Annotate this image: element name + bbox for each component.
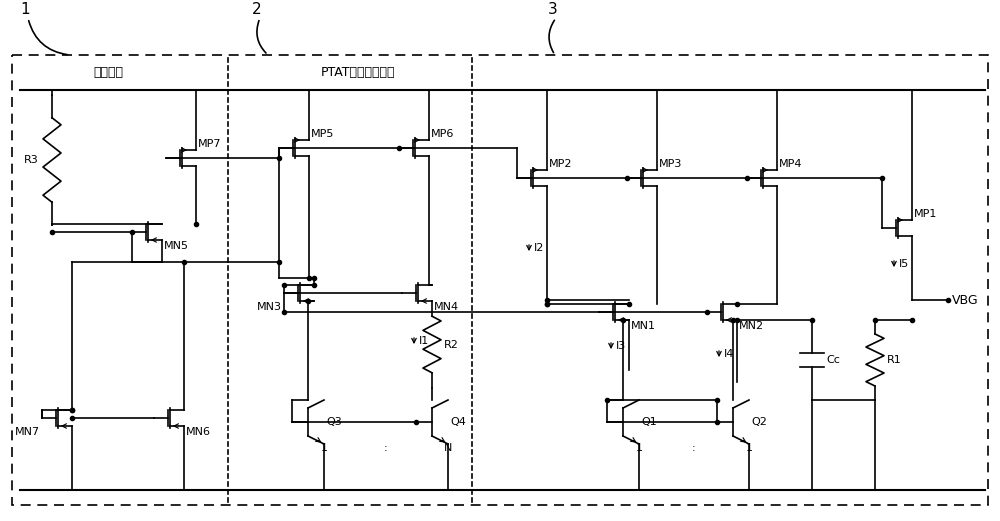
Text: 3: 3 xyxy=(548,3,558,18)
Text: VBG: VBG xyxy=(952,293,979,306)
Text: MN2: MN2 xyxy=(739,321,764,331)
Text: Cc: Cc xyxy=(826,355,840,365)
Text: 2: 2 xyxy=(252,3,262,18)
Text: :: : xyxy=(384,443,388,453)
Text: N: N xyxy=(444,443,452,453)
Text: I3: I3 xyxy=(616,341,626,351)
Text: :: : xyxy=(692,443,696,453)
Text: MP2: MP2 xyxy=(549,159,572,169)
Text: Q1: Q1 xyxy=(641,417,657,427)
Text: MP5: MP5 xyxy=(311,129,334,139)
Text: MN6: MN6 xyxy=(186,427,211,437)
Text: R3: R3 xyxy=(24,155,39,165)
Text: Q3: Q3 xyxy=(326,417,342,427)
Text: I5: I5 xyxy=(899,259,909,269)
Text: R1: R1 xyxy=(887,355,902,365)
Text: MN7: MN7 xyxy=(15,427,40,437)
Text: MP1: MP1 xyxy=(914,209,937,219)
Text: MN3: MN3 xyxy=(257,302,282,312)
Text: 1: 1 xyxy=(636,443,642,453)
Text: I1: I1 xyxy=(419,336,429,346)
Text: I2: I2 xyxy=(534,243,544,253)
Text: MP6: MP6 xyxy=(431,129,454,139)
Text: MN1: MN1 xyxy=(631,321,656,331)
Text: PTAT电流产生电路: PTAT电流产生电路 xyxy=(321,66,395,79)
Text: Q2: Q2 xyxy=(751,417,767,427)
Text: I4: I4 xyxy=(724,349,734,359)
Text: MP4: MP4 xyxy=(779,159,802,169)
Text: MP3: MP3 xyxy=(659,159,682,169)
Text: 1: 1 xyxy=(320,443,328,453)
Text: MP7: MP7 xyxy=(198,139,222,149)
Text: Q4: Q4 xyxy=(450,417,466,427)
Text: MN5: MN5 xyxy=(164,241,189,251)
Text: 1: 1 xyxy=(20,3,30,18)
Text: R2: R2 xyxy=(444,340,459,350)
Text: 1: 1 xyxy=(746,443,753,453)
Text: 启动电路: 启动电路 xyxy=(93,66,123,79)
Text: MN4: MN4 xyxy=(434,302,459,312)
